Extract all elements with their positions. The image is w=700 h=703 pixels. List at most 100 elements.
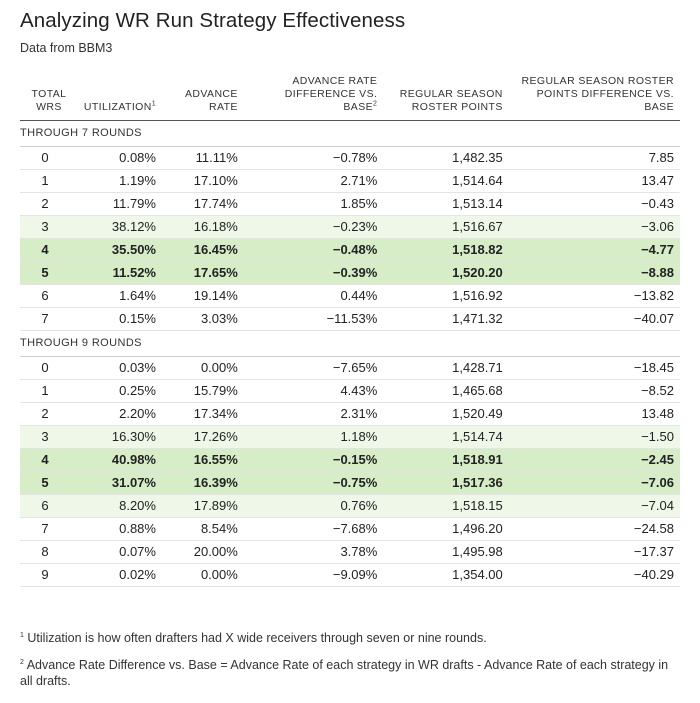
footnote-2: 2 Advance Rate Difference vs. Base = Adv… bbox=[20, 658, 669, 688]
cell-utilization: 0.88% bbox=[77, 517, 162, 541]
cell-reg-season-points-diff: −18.45 bbox=[508, 356, 680, 380]
cell-utilization: 0.07% bbox=[77, 540, 162, 564]
cell-total-wrs: 0 bbox=[20, 356, 78, 380]
cell-reg-season-points-diff: −40.29 bbox=[508, 563, 680, 587]
cell-utilization: 0.02% bbox=[77, 563, 162, 587]
cell-reg-season-points: 1,518.82 bbox=[383, 238, 509, 262]
cell-utilization: 0.15% bbox=[77, 307, 162, 331]
cell-reg-season-points-diff: 7.85 bbox=[508, 146, 680, 170]
cell-advance-rate-diff: −7.65% bbox=[243, 356, 384, 380]
section-label: THROUGH 9 ROUNDS bbox=[20, 330, 680, 357]
cell-reg-season-points: 1,518.91 bbox=[383, 448, 509, 472]
cell-reg-season-points-diff: −0.43 bbox=[508, 192, 680, 216]
cell-reg-season-points: 1,354.00 bbox=[383, 563, 509, 587]
cell-total-wrs: 4 bbox=[20, 238, 78, 262]
data-table: TOTAL WRS UTILIZATION1 ADVANCE RATE ADVA… bbox=[20, 60, 680, 587]
cell-advance-rate-diff: −0.23% bbox=[243, 215, 384, 239]
cell-advance-rate-diff: −0.78% bbox=[243, 146, 384, 170]
cell-advance-rate-diff: −0.75% bbox=[243, 471, 384, 495]
cell-advance-rate-diff: −9.09% bbox=[243, 563, 384, 587]
cell-advance-rate: 19.14% bbox=[161, 284, 244, 308]
header-advance-rate-diff: ADVANCE RATE DIFFERENCE VS. BASE2 bbox=[284, 74, 378, 113]
cell-reg-season-points-diff: −24.58 bbox=[508, 517, 680, 541]
cell-total-wrs: 5 bbox=[20, 471, 78, 495]
cell-total-wrs: 8 bbox=[20, 540, 78, 564]
cell-utilization: 11.79% bbox=[77, 192, 162, 216]
cell-advance-rate: 16.18% bbox=[161, 215, 244, 239]
cell-advance-rate: 0.00% bbox=[161, 563, 244, 587]
table-row: 4 35.50% 16.45% −0.48% 1,518.82 −4.77 bbox=[20, 238, 680, 262]
cell-advance-rate: 17.74% bbox=[161, 192, 244, 216]
cell-total-wrs: 5 bbox=[20, 261, 78, 285]
table-row: 5 11.52% 17.65% −0.39% 1,520.20 −8.88 bbox=[20, 261, 680, 285]
page-title: Analyzing WR Run Strategy Effectiveness bbox=[20, 9, 406, 32]
table-row: 8 0.07% 20.00% 3.78% 1,495.98 −17.37 bbox=[20, 540, 680, 564]
table-row: 3 38.12% 16.18% −0.23% 1,516.67 −3.06 bbox=[20, 215, 680, 239]
table-row: 4 40.98% 16.55% −0.15% 1,518.91 −2.45 bbox=[20, 448, 680, 472]
table-row: 3 16.30% 17.26% 1.18% 1,514.74 −1.50 bbox=[20, 425, 680, 449]
cell-reg-season-points-diff: −7.04 bbox=[508, 494, 680, 518]
cell-total-wrs: 7 bbox=[20, 517, 78, 541]
page-subtitle: Data from BBM3 bbox=[20, 41, 113, 55]
table-row: 1 1.19% 17.10% 2.71% 1,514.64 13.47 bbox=[20, 169, 680, 193]
cell-utilization: 0.08% bbox=[77, 146, 162, 170]
table-row: 9 0.02% 0.00% −9.09% 1,354.00 −40.29 bbox=[20, 563, 680, 587]
cell-advance-rate: 15.79% bbox=[161, 379, 244, 403]
cell-reg-season-points-diff: −8.52 bbox=[508, 379, 680, 403]
cell-utilization: 0.03% bbox=[77, 356, 162, 380]
table-row: 2 2.20% 17.34% 2.31% 1,520.49 13.48 bbox=[20, 402, 680, 426]
cell-advance-rate-diff: −0.48% bbox=[243, 238, 384, 262]
cell-reg-season-points: 1,516.92 bbox=[383, 284, 509, 308]
cell-reg-season-points-diff: 13.47 bbox=[508, 169, 680, 193]
table-row: 1 0.25% 15.79% 4.43% 1,465.68 −8.52 bbox=[20, 379, 680, 403]
table-row: 5 31.07% 16.39% −0.75% 1,517.36 −7.06 bbox=[20, 471, 680, 495]
cell-reg-season-points: 1,471.32 bbox=[383, 307, 509, 331]
cell-total-wrs: 9 bbox=[20, 563, 78, 587]
cell-reg-season-points: 1,517.36 bbox=[383, 471, 509, 495]
cell-advance-rate: 17.65% bbox=[161, 261, 244, 285]
footnote-1: 1 Utilization is how often drafters had … bbox=[20, 631, 487, 645]
cell-reg-season-points: 1,513.14 bbox=[383, 192, 509, 216]
cell-reg-season-points: 1,516.67 bbox=[383, 215, 509, 239]
cell-reg-season-points-diff: −4.77 bbox=[508, 238, 680, 262]
cell-advance-rate-diff: −0.15% bbox=[243, 448, 384, 472]
cell-advance-rate: 8.54% bbox=[161, 517, 244, 541]
cell-advance-rate-diff: −11.53% bbox=[243, 307, 384, 331]
cell-utilization: 16.30% bbox=[77, 425, 162, 449]
header-utilization: UTILIZATION1 bbox=[83, 100, 156, 113]
cell-total-wrs: 3 bbox=[20, 425, 78, 449]
cell-reg-season-points: 1,518.15 bbox=[383, 494, 509, 518]
cell-utilization: 11.52% bbox=[77, 261, 162, 285]
cell-utilization: 1.19% bbox=[77, 169, 162, 193]
table-row: 0 0.08% 11.11% −0.78% 1,482.35 7.85 bbox=[20, 146, 680, 170]
cell-advance-rate-diff: 0.76% bbox=[243, 494, 384, 518]
cell-reg-season-points: 1,514.74 bbox=[383, 425, 509, 449]
cell-reg-season-points: 1,496.20 bbox=[383, 517, 509, 541]
cell-reg-season-points: 1,514.64 bbox=[383, 169, 509, 193]
cell-total-wrs: 6 bbox=[20, 494, 78, 518]
cell-utilization: 40.98% bbox=[77, 448, 162, 472]
cell-reg-season-points-diff: −1.50 bbox=[508, 425, 680, 449]
table-row: 2 11.79% 17.74% 1.85% 1,513.14 −0.43 bbox=[20, 192, 680, 216]
cell-reg-season-points-diff: −2.45 bbox=[508, 448, 680, 472]
cell-reg-season-points-diff: −17.37 bbox=[508, 540, 680, 564]
cell-advance-rate-diff: 2.71% bbox=[243, 169, 384, 193]
table-row: 0 0.03% 0.00% −7.65% 1,428.71 −18.45 bbox=[20, 356, 680, 380]
cell-reg-season-points: 1,482.35 bbox=[383, 146, 509, 170]
cell-utilization: 0.25% bbox=[77, 379, 162, 403]
cell-total-wrs: 3 bbox=[20, 215, 78, 239]
cell-advance-rate: 3.03% bbox=[161, 307, 244, 331]
section-header: THROUGH 7 ROUNDS bbox=[20, 120, 680, 147]
cell-reg-season-points-diff: −40.07 bbox=[508, 307, 680, 331]
header-reg-season-points: REGULAR SEASON ROSTER POINTS bbox=[399, 87, 503, 113]
cell-advance-rate: 16.55% bbox=[161, 448, 244, 472]
section-header: THROUGH 9 ROUNDS bbox=[20, 330, 680, 357]
cell-utilization: 35.50% bbox=[77, 238, 162, 262]
cell-reg-season-points-diff: 13.48 bbox=[508, 402, 680, 426]
table-row: 6 8.20% 17.89% 0.76% 1,518.15 −7.04 bbox=[20, 494, 680, 518]
section-label: THROUGH 7 ROUNDS bbox=[20, 120, 680, 147]
header-reg-season-points-diff: REGULAR SEASON ROSTER POINTS DIFFERENCE … bbox=[521, 74, 674, 113]
cell-utilization: 38.12% bbox=[77, 215, 162, 239]
cell-advance-rate-diff: 2.31% bbox=[243, 402, 384, 426]
